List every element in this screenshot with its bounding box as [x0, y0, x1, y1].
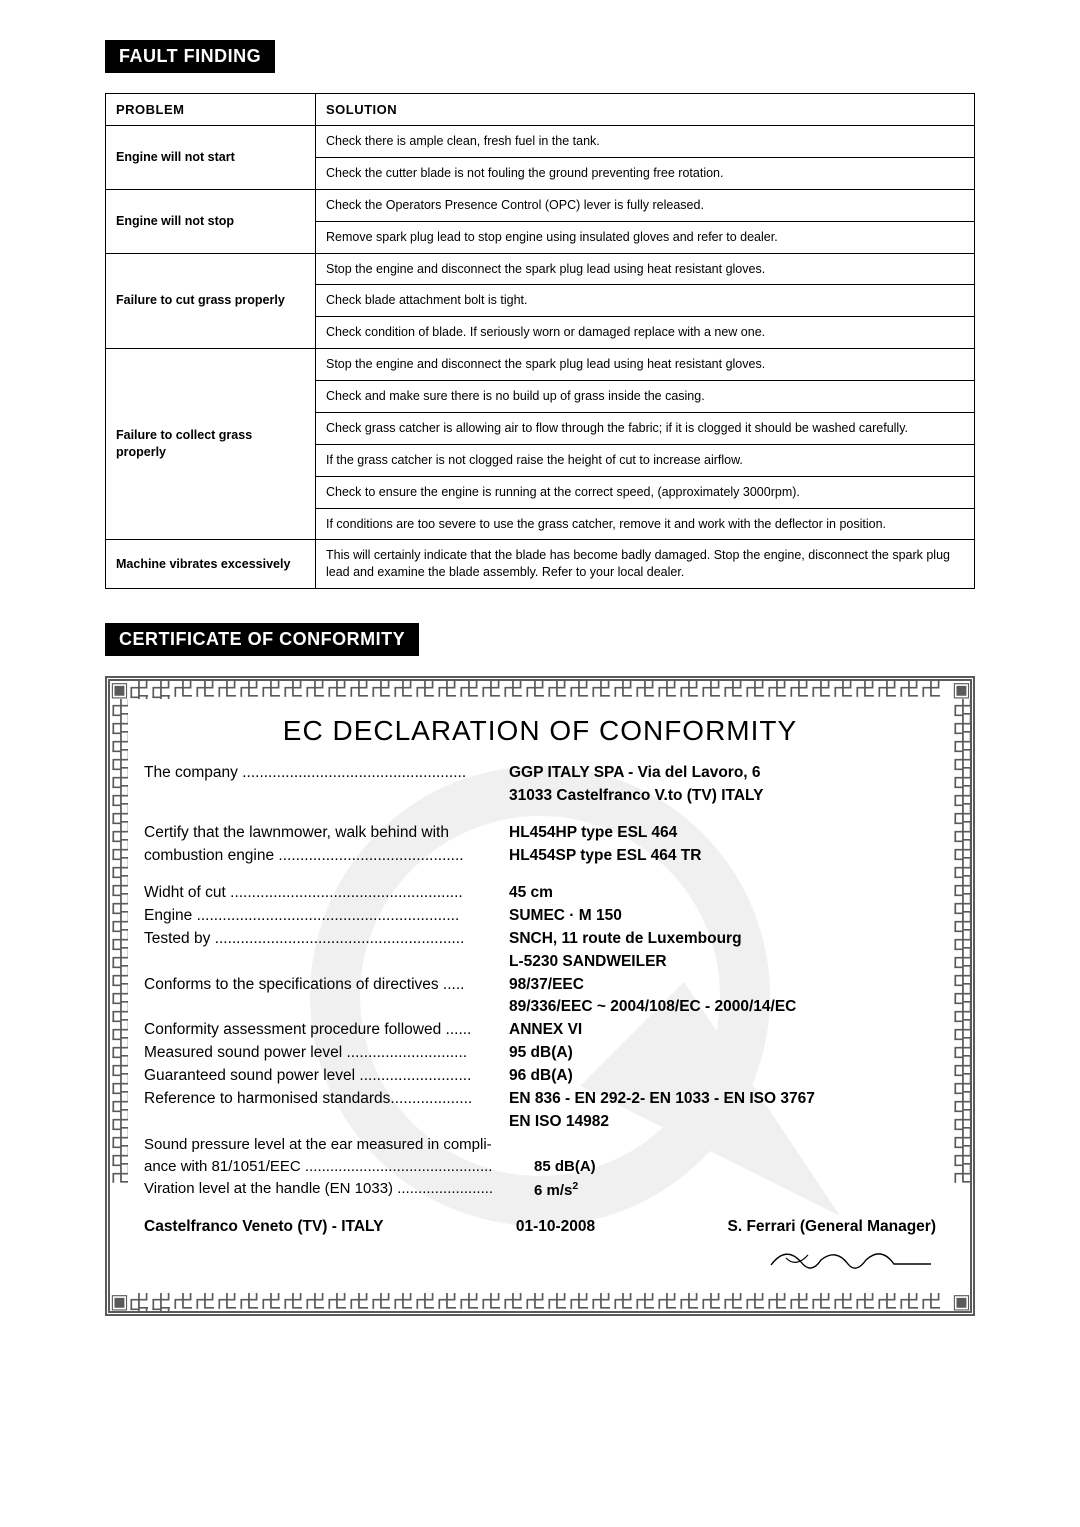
certificate-box: ▣ ▣ ▣ ▣ 卍卍卍卍卍卍卍卍卍卍卍卍卍卍卍卍卍卍卍卍卍卍卍卍卍卍卍卍卍卍卍卍… — [105, 676, 975, 1316]
company-label: The company ............................… — [144, 763, 509, 784]
measured-value: 95 dB(A) — [509, 1043, 936, 1064]
certificate-heading: CERTIFICATE OF CONFORMITY — [105, 623, 419, 656]
problem-cell: Engine will not start — [106, 126, 316, 190]
directives-label: Conforms to the specifications of direct… — [144, 975, 509, 996]
problem-cell: Machine vibrates excessively — [106, 540, 316, 589]
footer-signer: S. Ferrari (General Manager) — [728, 1218, 936, 1236]
solution-cell: Check the cutter blade is not fouling th… — [316, 157, 975, 189]
solution-cell: Check condition of blade. If seriously w… — [316, 317, 975, 349]
solution-cell: Check grass catcher is allowing air to f… — [316, 412, 975, 444]
guaranteed-value: 96 dB(A) — [509, 1066, 936, 1087]
pressure-label: Sound pressure level at the ear measured… — [144, 1135, 534, 1155]
solution-cell: This will certainly indicate that the bl… — [316, 540, 975, 589]
solution-cell: Check the Operators Presence Control (OP… — [316, 189, 975, 221]
certify-label: Certify that the lawnmower, walk behind … — [144, 823, 509, 844]
problem-cell: Failure to collect grass properly — [106, 349, 316, 540]
procedure-value: ANNEX VI — [509, 1020, 936, 1041]
col-header-problem: PROBLEM — [106, 94, 316, 126]
solution-cell: If the grass catcher is not clogged rais… — [316, 444, 975, 476]
tested-label: Tested by ..............................… — [144, 929, 509, 950]
certify-value: HL454SP type ESL 464 TR — [509, 846, 936, 867]
company-value: GGP ITALY SPA - Via del Lavoro, 6 — [509, 763, 936, 784]
pressure-label: ance with 81/1051/EEC ..................… — [144, 1157, 534, 1177]
procedure-label: Conformity assessment procedure followed… — [144, 1020, 509, 1041]
solution-cell: If conditions are too severe to use the … — [316, 508, 975, 540]
width-label: Widht of cut ...........................… — [144, 883, 509, 904]
fault-finding-heading: FAULT FINDING — [105, 40, 275, 73]
solution-cell: Stop the engine and disconnect the spark… — [316, 253, 975, 285]
measured-label: Measured sound power level .............… — [144, 1043, 509, 1064]
solution-cell: Stop the engine and disconnect the spark… — [316, 349, 975, 381]
width-value: 45 cm — [509, 883, 936, 904]
standards-value: EN ISO 14982 — [509, 1112, 936, 1133]
solution-cell: Check to ensure the engine is running at… — [316, 476, 975, 508]
solution-cell: Check and make sure there is no build up… — [316, 381, 975, 413]
vibration-value: 6 m/s2 — [534, 1179, 936, 1201]
tested-value: SNCH, 11 route de Luxembourg — [509, 929, 936, 950]
pressure-value: 85 dB(A) — [534, 1157, 936, 1177]
footer-place: Castelfranco Veneto (TV) - ITALY — [144, 1218, 383, 1236]
footer-date: 01-10-2008 — [516, 1218, 595, 1236]
signature-icon — [766, 1240, 936, 1282]
solution-cell: Check there is ample clean, fresh fuel i… — [316, 126, 975, 158]
directives-value: 98/37/EEC — [509, 975, 936, 996]
engine-label: Engine .................................… — [144, 906, 509, 927]
company-value: 31033 Castelfranco V.to (TV) ITALY — [509, 786, 936, 807]
vibration-label: Viration level at the handle (EN 1033) .… — [144, 1179, 534, 1201]
certify-value: HL454HP type ESL 464 — [509, 823, 936, 844]
standards-value: EN 836 - EN 292-2- EN 1033 - EN ISO 3767 — [509, 1089, 936, 1110]
certificate-title: EC DECLARATION OF CONFORMITY — [144, 715, 936, 747]
problem-cell: Failure to cut grass properly — [106, 253, 316, 349]
guaranteed-label: Guaranteed sound power level ...........… — [144, 1066, 509, 1087]
fault-finding-table: PROBLEM SOLUTION Engine will not start C… — [105, 93, 975, 589]
certify-label: combustion engine ......................… — [144, 846, 509, 867]
col-header-solution: SOLUTION — [316, 94, 975, 126]
tested-value: L-5230 SANDWEILER — [509, 952, 936, 973]
directives-value: 89/336/EEC ~ 2004/108/EC - 2000/14/EC — [509, 997, 936, 1018]
solution-cell: Check blade attachment bolt is tight. — [316, 285, 975, 317]
problem-cell: Engine will not stop — [106, 189, 316, 253]
solution-cell: Remove spark plug lead to stop engine us… — [316, 221, 975, 253]
standards-label: Reference to harmonised standards.......… — [144, 1089, 509, 1110]
engine-value: SUMEC · M 150 — [509, 906, 936, 927]
